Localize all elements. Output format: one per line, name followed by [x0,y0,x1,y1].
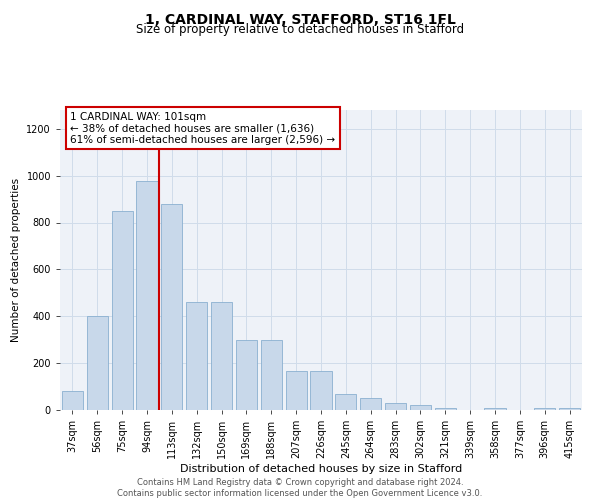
Bar [62,391,83,410]
Bar [559,408,580,410]
Bar [136,182,158,410]
Bar [87,316,108,410]
Bar [186,302,207,410]
X-axis label: Distribution of detached houses by size in Stafford: Distribution of detached houses by size … [180,464,462,474]
Bar [534,408,555,410]
Text: Size of property relative to detached houses in Stafford: Size of property relative to detached ho… [136,22,464,36]
Bar [112,211,133,410]
Bar [360,398,381,410]
Bar [161,204,182,410]
Bar [211,302,232,410]
Bar [261,340,282,410]
Bar [236,340,257,410]
Bar [484,408,506,410]
Bar [286,372,307,410]
Bar [385,403,406,410]
Text: 1, CARDINAL WAY, STAFFORD, ST16 1FL: 1, CARDINAL WAY, STAFFORD, ST16 1FL [145,12,455,26]
Text: Contains HM Land Registry data © Crown copyright and database right 2024.
Contai: Contains HM Land Registry data © Crown c… [118,478,482,498]
Y-axis label: Number of detached properties: Number of detached properties [11,178,21,342]
Bar [310,372,332,410]
Text: 1 CARDINAL WAY: 101sqm
← 38% of detached houses are smaller (1,636)
61% of semi-: 1 CARDINAL WAY: 101sqm ← 38% of detached… [70,112,335,144]
Bar [435,408,456,410]
Bar [335,394,356,410]
Bar [410,406,431,410]
